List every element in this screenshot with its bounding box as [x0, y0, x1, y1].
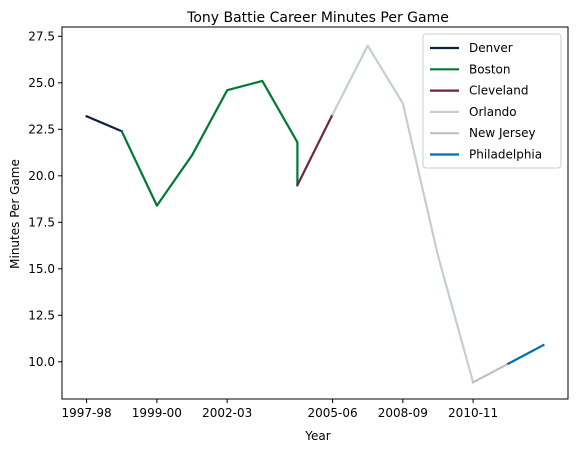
series-line-denver	[85, 114, 124, 133]
chart-title: Tony Battie Career Minutes Per Game	[186, 10, 449, 26]
series-line-cleveland	[295, 112, 335, 187]
series-line-orlando	[331, 44, 475, 384]
legend: Denver Boston Cleveland Orlando New Jersey Ph…	[422, 33, 562, 169]
legend-label: Cleveland	[469, 84, 529, 98]
x-tick-label: 1997-98	[62, 406, 112, 420]
y-tick-label: 22.5	[28, 122, 55, 136]
x-tick-label: 2008-09	[378, 406, 428, 420]
y-tick-label: 15.0	[28, 262, 55, 276]
x-axis-label: Year	[304, 429, 330, 443]
y-tick-label: 25.0	[28, 76, 55, 90]
y-tick-label: 17.5	[28, 215, 55, 229]
y-axis: 10.0 12.5 15.0 17.5 20.0 22.5 25.0 27.5	[28, 29, 62, 369]
y-tick-label: 12.5	[28, 308, 55, 322]
x-tick-label: 2010-11	[448, 406, 498, 420]
x-tick-label: 1999-00	[132, 406, 182, 420]
x-tick-label: 2005-06	[307, 406, 357, 420]
y-axis-label: Minutes Per Game	[8, 159, 22, 269]
y-tick-label: 20.0	[28, 169, 55, 183]
y-tick-label: 27.5	[28, 29, 55, 43]
legend-label: Philadelphia	[469, 148, 542, 162]
series-line-philadelphia	[506, 343, 545, 366]
legend-label: Orlando	[469, 105, 517, 119]
series-layer	[85, 44, 545, 384]
legend-label: New Jersey	[469, 126, 536, 140]
legend-box	[422, 33, 562, 169]
x-axis: 1997-98 1999-00 2002-03 2005-06 2008-09 2010-…	[62, 399, 498, 420]
y-tick-label: 10.0	[28, 355, 55, 369]
series-line-new-jersey	[471, 362, 510, 384]
x-tick-label: 2002-03	[202, 406, 252, 420]
legend-label: Denver	[469, 41, 513, 55]
plot-frame	[61, 26, 569, 400]
legend-label: Boston	[469, 62, 510, 76]
series-line-boston	[120, 79, 299, 207]
